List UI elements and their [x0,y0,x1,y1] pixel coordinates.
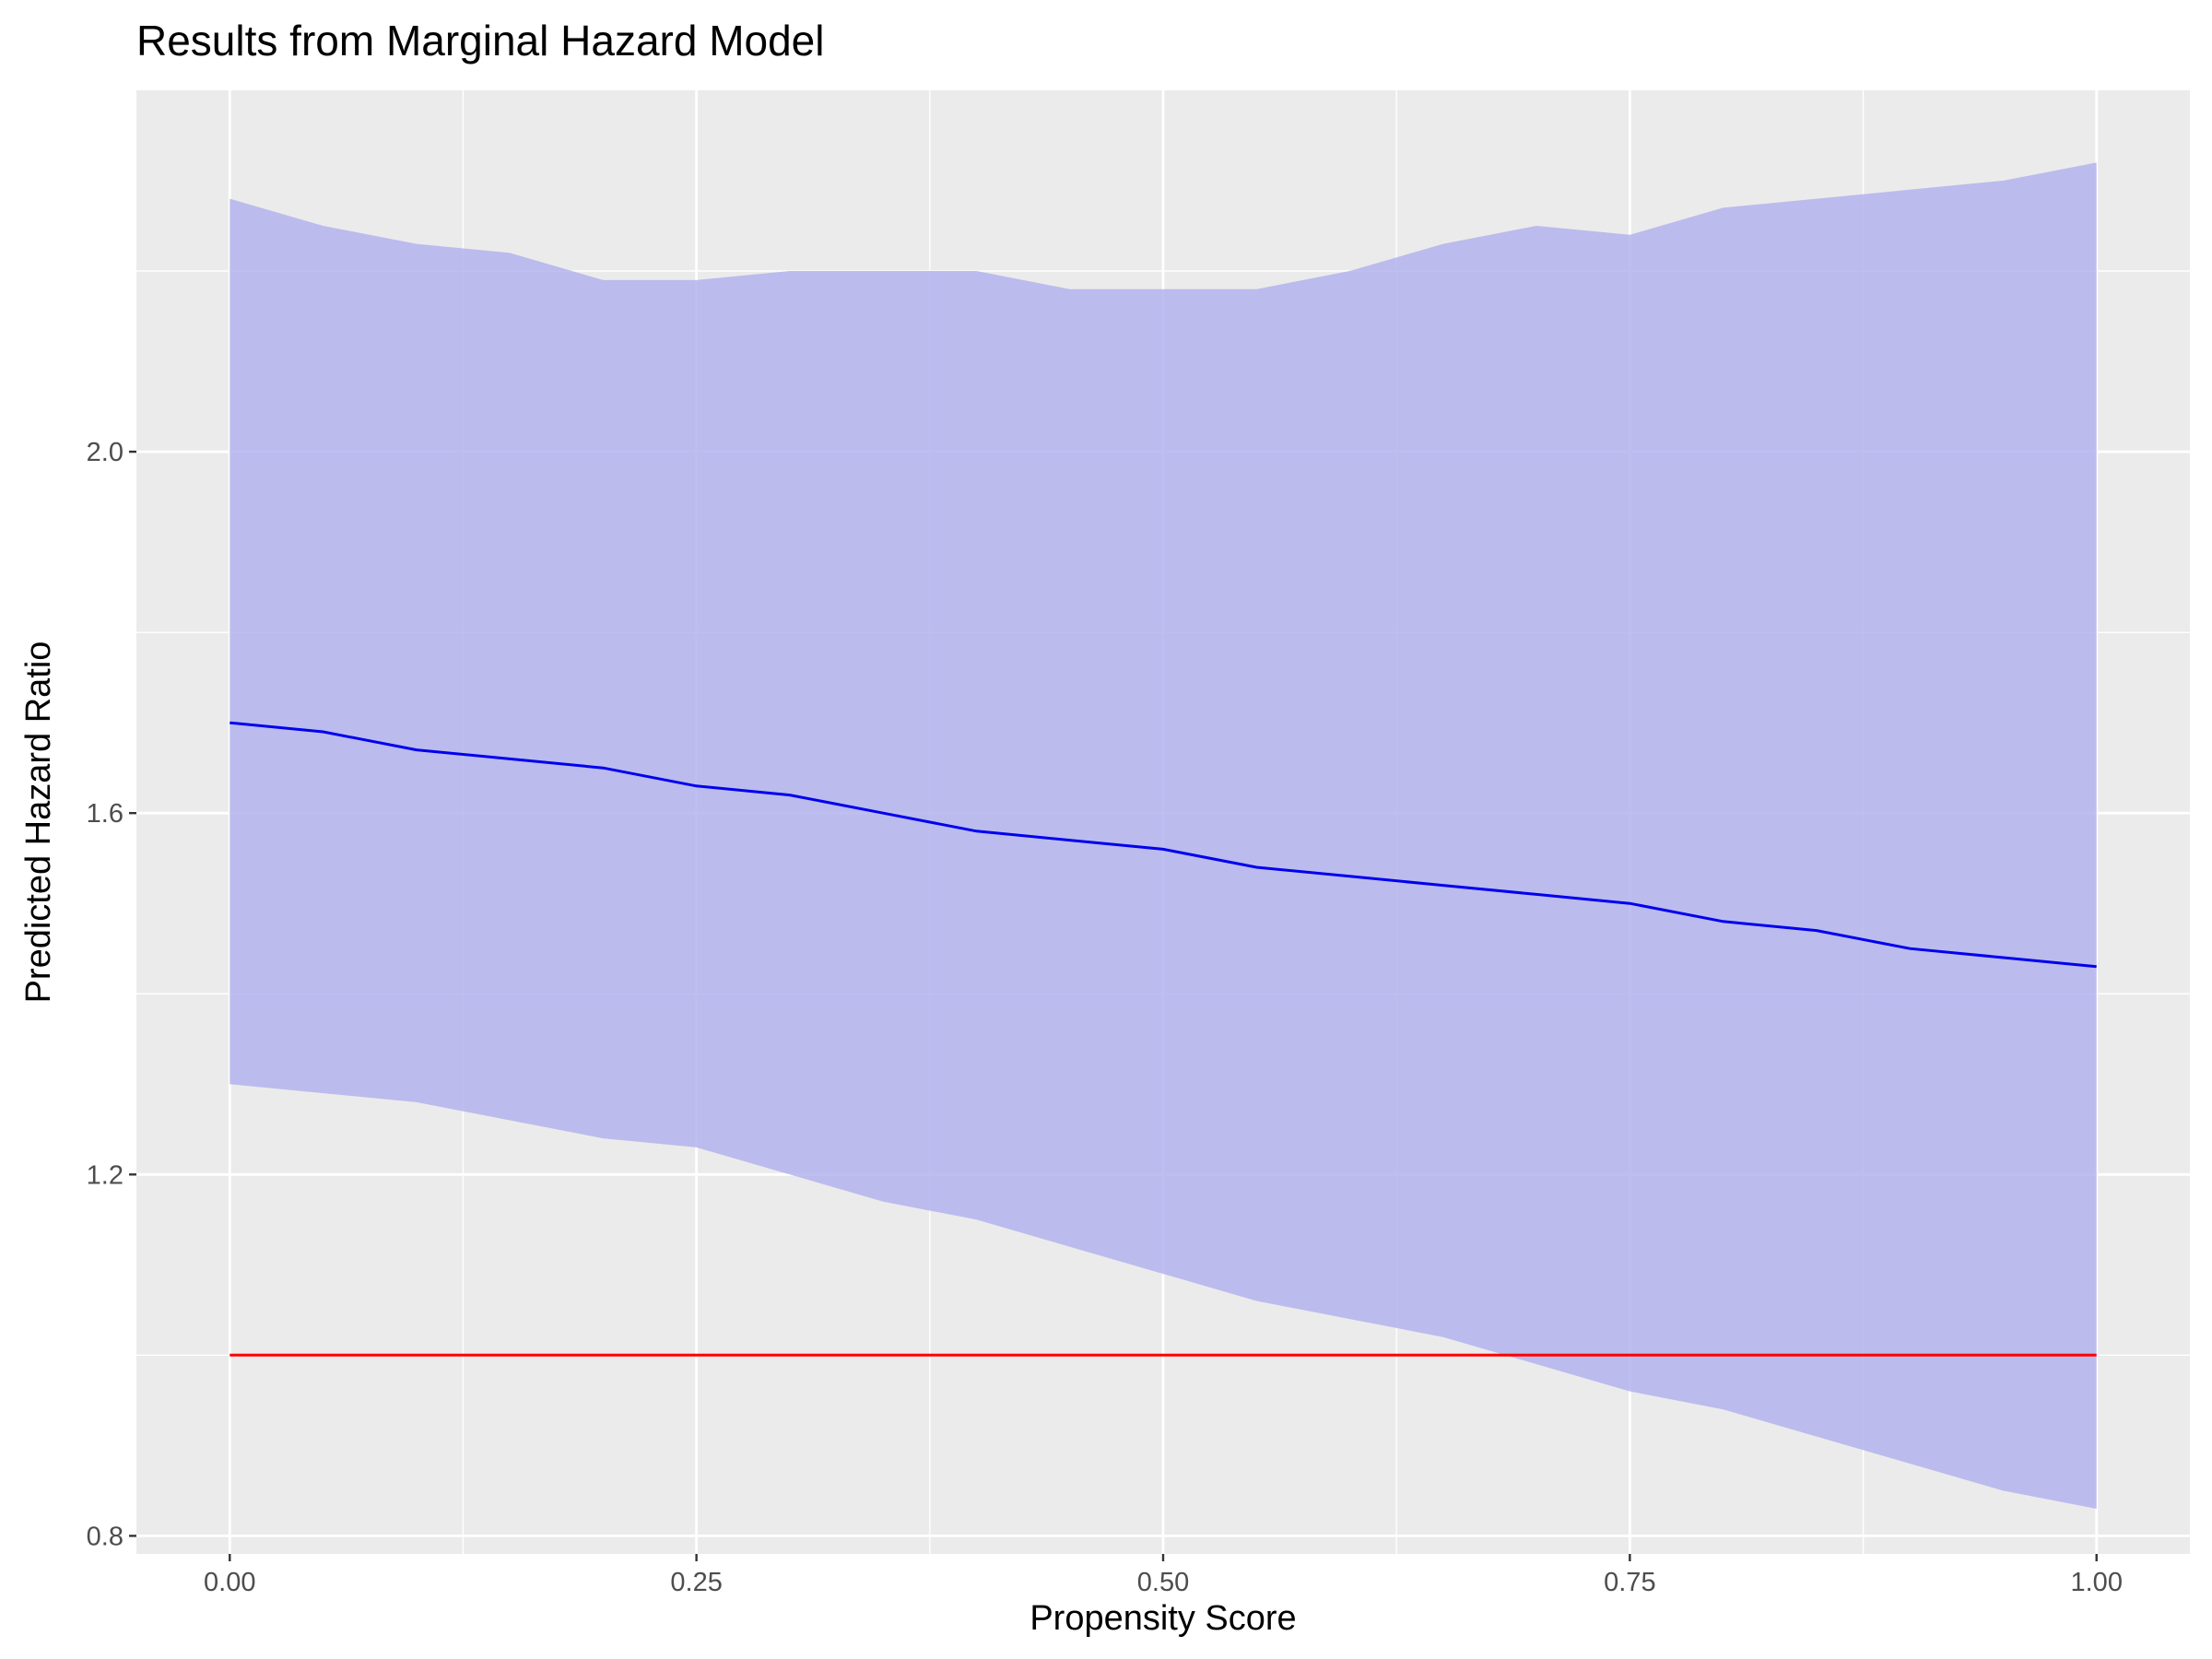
y-tick-label: 1.6 [87,799,124,829]
estimate-line [229,721,2097,969]
x-tick-label: 0.25 [670,1568,722,1597]
x-axis: 0.00 0.25 0.50 0.75 1.00 [204,1554,2123,1597]
x-axis-title: Propensity Score [1030,1599,1296,1638]
x-tick-label: 0.75 [1604,1568,1655,1597]
y-tick-label: 0.8 [87,1522,124,1551]
chart-title: Results from Marginal Hazard Model [136,17,825,65]
y-axis-title: Predicted Hazard Ratio [19,641,58,1004]
x-tick-label: 0.50 [1137,1568,1189,1597]
y-tick-label: 1.2 [87,1160,124,1190]
y-axis: 0.8 1.2 1.6 2.0 [87,438,136,1551]
y-tick-label: 2.0 [87,438,124,467]
confidence-ribbon [229,162,2097,1509]
x-tick-label: 0.00 [204,1568,255,1597]
x-tick-label: 1.00 [2071,1568,2123,1597]
